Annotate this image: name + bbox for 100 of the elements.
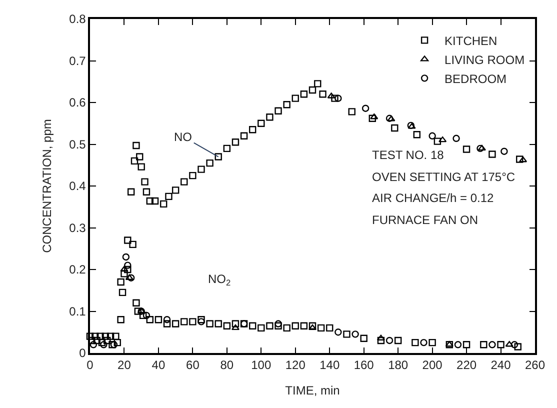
point xyxy=(462,341,470,348)
point xyxy=(142,188,150,196)
point xyxy=(488,341,496,348)
point xyxy=(146,197,154,205)
point xyxy=(130,157,138,165)
point xyxy=(434,138,442,145)
point xyxy=(118,288,126,296)
point xyxy=(106,332,114,340)
annotation: NO xyxy=(174,130,192,144)
point xyxy=(505,341,514,347)
annotation: TEST NO. 18 xyxy=(372,148,444,162)
x-tick-label: 180 xyxy=(388,358,408,372)
point xyxy=(266,114,274,121)
point xyxy=(510,341,518,348)
point xyxy=(127,274,135,282)
x-axis-title: TIME, min xyxy=(285,384,340,398)
point xyxy=(232,320,240,328)
point xyxy=(117,316,124,324)
point xyxy=(206,320,214,328)
legend-label: BEDROOM xyxy=(444,72,507,86)
y-axis-title: CONCENTRATION, ppm xyxy=(40,119,54,253)
point xyxy=(240,132,248,140)
point xyxy=(391,124,398,132)
annotation: NO$_{2}$ xyxy=(208,272,231,288)
point xyxy=(198,316,205,324)
y-tick-label: 0.6 xyxy=(69,96,86,110)
y-tick-label: 0.1 xyxy=(69,304,86,318)
point xyxy=(488,150,496,158)
point xyxy=(387,116,396,122)
point xyxy=(331,94,338,102)
point xyxy=(180,318,188,326)
point xyxy=(377,336,385,344)
x-tick-label: 60 xyxy=(186,358,200,372)
point xyxy=(232,138,240,146)
point xyxy=(428,338,436,346)
point xyxy=(413,131,420,138)
point xyxy=(151,197,159,205)
point xyxy=(454,341,462,348)
point xyxy=(497,341,504,348)
point xyxy=(370,114,378,120)
point xyxy=(258,120,265,127)
point xyxy=(189,318,196,326)
x-tick-label: 40 xyxy=(152,358,166,372)
legend-label: KITCHEN xyxy=(444,34,498,48)
point xyxy=(163,316,171,324)
y-tick-label: 0.8 xyxy=(69,12,86,26)
point xyxy=(308,322,316,330)
point xyxy=(394,336,402,344)
point xyxy=(214,153,222,160)
point xyxy=(327,92,336,98)
point xyxy=(114,338,121,346)
point xyxy=(314,80,322,88)
point xyxy=(478,144,486,151)
y-tick-label: 0.7 xyxy=(69,54,86,68)
y-tick-label: 0.4 xyxy=(69,179,86,194)
point xyxy=(348,108,356,116)
point xyxy=(428,132,436,140)
point xyxy=(386,336,394,344)
point xyxy=(274,107,282,114)
point xyxy=(163,320,171,328)
point xyxy=(172,186,180,194)
point xyxy=(127,188,135,196)
point xyxy=(124,266,132,274)
point xyxy=(326,324,334,332)
y-tick-label: 0.3 xyxy=(69,220,86,235)
point xyxy=(292,94,299,102)
point xyxy=(283,324,290,332)
point xyxy=(172,320,180,328)
point xyxy=(223,144,231,152)
point xyxy=(206,159,214,167)
point xyxy=(438,136,447,142)
point xyxy=(258,324,265,332)
x-tick-label: 120 xyxy=(285,358,306,372)
point xyxy=(98,338,106,346)
legend-label: LIVING ROOM xyxy=(444,52,525,67)
point xyxy=(138,163,145,170)
x-tick-label: 220 xyxy=(456,358,477,372)
point xyxy=(360,334,368,342)
point xyxy=(132,299,140,306)
point xyxy=(214,320,222,328)
point xyxy=(125,274,134,280)
point xyxy=(122,253,130,261)
point xyxy=(249,126,256,134)
point xyxy=(274,322,282,330)
point xyxy=(500,148,508,155)
x-tick-label: 200 xyxy=(422,358,443,372)
point xyxy=(362,104,370,112)
point xyxy=(136,153,144,160)
point xyxy=(134,308,142,315)
point xyxy=(480,341,488,348)
point xyxy=(412,338,419,346)
point xyxy=(132,142,140,150)
x-tick-label: 100 xyxy=(251,358,272,372)
point xyxy=(319,90,326,98)
point xyxy=(160,200,168,208)
point xyxy=(129,240,136,248)
point xyxy=(317,324,325,332)
point xyxy=(516,156,524,163)
point xyxy=(334,94,342,102)
point xyxy=(300,322,308,330)
